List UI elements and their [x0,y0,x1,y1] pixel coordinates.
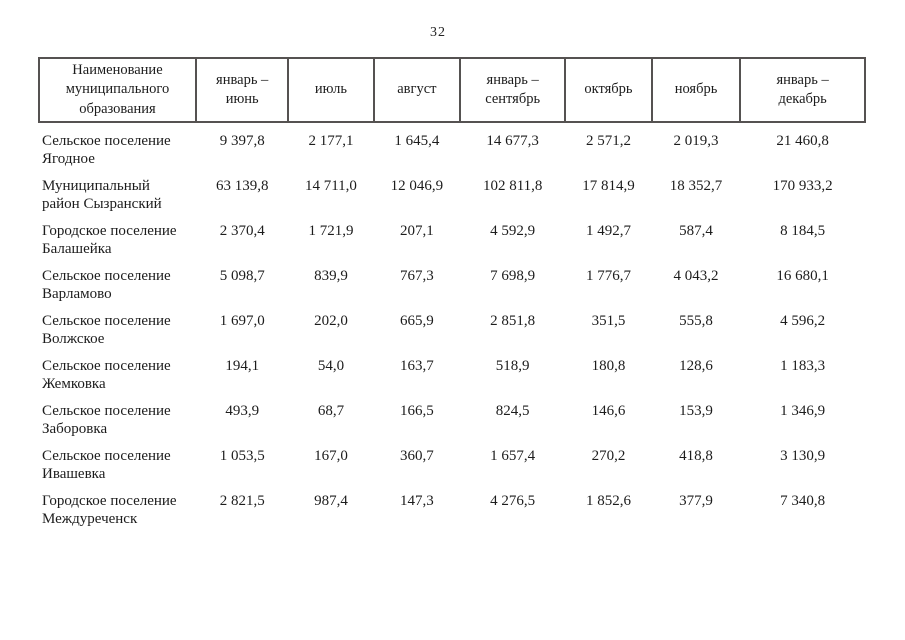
value-cell: 2 571,2 [585,133,631,149]
value-cell: 147,3 [399,493,434,509]
page-number: 32 [430,25,446,40]
value-cell: 493,9 [225,403,260,419]
value-cell: 4 592,9 [490,223,536,239]
header-row: Наименование муниципального образования … [38,57,866,123]
value-cell: 518,9 [495,358,530,374]
table-row: Городское поселение Балашейка 2 370,4 1 72… [39,213,865,258]
value-cell: 4 276,5 [490,493,536,509]
column-header-jan-jun: январь – июнь [194,57,290,123]
value-cell: 167,0 [314,448,348,464]
value-cell: 377,9 [679,493,713,509]
value-cell: 9 397,8 [219,133,265,149]
value-cell: 1 721,9 [308,223,354,239]
value-cell: 1 697,0 [219,313,265,329]
value-cell: 18 352,7 [669,178,723,194]
value-cell: 2 370,4 [219,223,265,239]
municipality-name: Сельское поселение Ивашевка [42,448,171,482]
value-cell: 202,0 [314,313,348,329]
municipality-name: Городское поселение Междуреченск [42,493,177,527]
municipality-name: Сельское поселение Ягодное [42,133,171,167]
value-cell: 3 130,9 [780,448,826,464]
table-body: Сельское поселение Ягодное 9 397,8 2 177,1… [39,122,865,528]
value-cell: 5 098,7 [219,268,265,284]
value-cell: 163,7 [399,358,434,374]
value-cell: 555,8 [679,313,713,329]
value-cell: 665,9 [399,313,434,329]
table-row: Сельское поселение Жемковка 194,1 54,0 163,… [39,348,865,393]
table-row: Муниципальный район Сызранский 63 139,8 14… [39,168,865,213]
municipal-finance-table: Наименование муниципального образования … [38,57,866,528]
value-cell: 207,1 [399,223,434,239]
value-cell: 2 821,5 [219,493,265,509]
value-cell: 2 177,1 [308,133,354,149]
value-cell: 21 460,8 [776,133,829,149]
value-cell: 351,5 [591,313,626,329]
value-cell: 7 340,8 [780,493,826,509]
value-cell: 2 851,8 [490,313,536,329]
value-cell: 1 183,3 [780,358,826,374]
table-row: Сельское поселение Волжское 1 697,0 202,0 6… [39,303,865,348]
value-cell: 1 053,5 [219,448,265,464]
value-cell: 102 811,8 [482,178,543,194]
value-cell: 767,3 [399,268,434,284]
value-cell: 1 776,7 [585,268,631,284]
column-header-july: июль [287,57,375,123]
value-cell: 68,7 [317,403,345,419]
municipality-name: Муниципальный район Сызранский [42,178,162,212]
municipality-name: Городское поселение Балашейка [42,223,177,257]
value-cell: 146,6 [591,403,626,419]
value-cell: 128,6 [679,358,713,374]
value-cell: 12 046,9 [390,178,444,194]
value-cell: 180,8 [591,358,626,374]
column-header-august: август [372,57,462,123]
municipality-name: Сельское поселение Заборовка [42,403,171,437]
value-cell: 14 677,3 [486,133,539,149]
value-cell: 4 043,2 [673,268,719,284]
column-header-municipality: Наименование муниципального образования [38,57,197,123]
value-cell: 16 680,1 [776,268,829,284]
value-cell: 418,8 [679,448,713,464]
value-cell: 54,0 [317,358,345,374]
value-cell: 4 596,2 [780,313,826,329]
value-cell: 587,4 [679,223,713,239]
column-header-jan-sep: январь – сентябрь [459,57,567,123]
value-cell: 1 492,7 [585,223,631,239]
value-cell: 1 346,9 [780,403,826,419]
value-cell: 166,5 [399,403,434,419]
column-header-november: ноябрь [650,57,742,123]
value-cell: 7 698,9 [490,268,536,284]
value-cell: 8 184,5 [780,223,826,239]
column-header-jan-dec: январь – декабрь [739,57,866,123]
table-row: Сельское поселение Заборовка 493,9 68,7 166… [39,393,865,438]
value-cell: 14 711,0 [304,178,357,194]
table-row: Сельское поселение Ивашевка 1 053,5 167,0 3… [39,438,865,483]
table-row: Сельское поселение Варламово 5 098,7 839,9… [39,258,865,303]
municipality-name: Сельское поселение Жемковка [42,358,171,392]
value-cell: 270,2 [591,448,626,464]
value-cell: 824,5 [495,403,530,419]
value-cell: 1 852,6 [585,493,631,509]
value-cell: 987,4 [314,493,348,509]
column-header-october: октябрь [564,57,653,123]
municipality-name: Сельское поселение Волжское [42,313,171,347]
table-row: Городское поселение Междуреченск 2 821,5 9… [39,483,865,528]
value-cell: 63 139,8 [215,178,269,194]
value-cell: 17 814,9 [582,178,635,194]
table-row: Сельское поселение Ягодное 9 397,8 2 177,1… [39,122,865,168]
value-cell: 153,9 [679,403,713,419]
value-cell: 194,1 [225,358,260,374]
value-cell: 1 645,4 [394,133,440,149]
municipality-name: Сельское поселение Варламово [42,268,171,302]
value-cell: 360,7 [399,448,434,464]
table-header: Наименование муниципального образования … [38,57,866,123]
value-cell: 1 657,4 [490,448,536,464]
value-cell: 2 019,3 [673,133,719,149]
value-cell: 170 933,2 [772,178,833,194]
value-cell: 839,9 [314,268,348,284]
